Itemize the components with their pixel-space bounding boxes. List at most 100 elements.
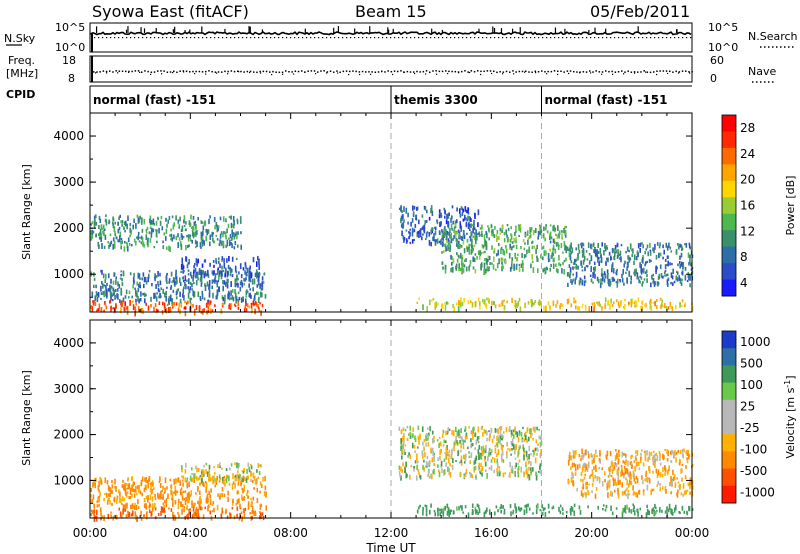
range-cell [402,235,405,240]
range-cell [462,439,465,445]
range-cell [680,304,683,307]
range-cell [226,258,228,262]
range-cell [487,225,489,228]
nsky-line [90,30,692,36]
range-cell [658,451,661,455]
range-cell [460,245,463,248]
range-cell [626,246,629,252]
nsky-frame [89,22,693,53]
range-cell [203,297,206,301]
range-cell [124,301,126,307]
range-cell [659,486,662,491]
range-cell [620,256,622,259]
range-cell [641,449,643,452]
range-cell [442,444,445,447]
range-cell [452,458,454,464]
range-cell [532,454,535,457]
range-cell [480,252,483,255]
range-cell [233,235,236,240]
range-cell [651,274,653,279]
range-cell [482,247,485,250]
range-cell [628,483,630,488]
freq-dot [349,70,351,73]
range-cell [547,301,550,306]
range-cell [502,431,505,434]
range-cell [243,468,245,473]
range-cell [438,471,441,478]
range-cell [193,232,196,237]
freq-dot [374,71,377,74]
range-cell [659,456,661,461]
range-cell [580,260,582,266]
range-cell [593,466,595,470]
range-cell [612,467,615,472]
range-cell [621,278,624,283]
range-cell [474,227,476,231]
range-cell [123,221,126,226]
range-cell [161,490,163,493]
range-cell [583,275,586,280]
range-cell [595,468,597,472]
nsearch-dot [294,37,296,39]
nsearch-dot [170,37,172,39]
range-cell [254,479,257,484]
range-cell [124,489,127,495]
range-cell [579,277,582,284]
range-cell [579,463,581,469]
range-cell [201,221,203,224]
range-cell [593,270,595,275]
range-cell [535,248,537,255]
range-cell [499,227,502,232]
freq-dot [611,70,613,73]
range-cell [178,514,180,519]
range-cell [493,301,495,306]
range-cell [135,241,137,246]
range-cell [644,251,646,255]
range-cell [224,294,226,298]
range-cell [646,478,648,482]
range-cell [210,300,212,304]
range-cell [207,305,210,310]
range-cell [100,297,102,300]
range-cell [540,229,543,234]
range-cell [547,253,550,259]
range-cell [135,289,137,295]
range-cell [665,306,668,310]
range-cell [250,497,252,501]
range-cell [538,226,541,232]
range-cell [92,482,94,488]
range-cell [533,302,536,305]
range-cell [572,473,574,479]
range-cell [426,231,429,234]
range-cell [186,504,188,511]
range-cell [607,273,609,278]
range-cell [151,489,154,492]
range-cell [179,277,181,283]
range-cell [217,464,219,468]
range-cell [484,447,487,454]
range-cell [557,246,560,250]
range-cell [538,299,541,303]
range-cell [501,261,503,265]
range-cell [598,261,600,266]
range-cell [228,294,231,301]
range-cell [422,510,424,516]
range-cell [216,290,219,297]
range-cell [521,260,524,266]
range-cell [667,306,670,310]
range-cell [477,297,480,302]
range-cell [106,492,108,498]
range-cell [499,232,502,235]
range-cell [691,480,694,485]
range-cell [473,257,476,263]
range-cell [607,257,609,263]
range-cell [655,452,658,456]
range-cell [236,513,238,519]
range-cell [498,243,500,247]
range-cell [653,458,655,465]
range-cell [506,300,508,304]
range-cell [469,229,471,231]
nsearch-dot [102,37,104,39]
range-cell [181,475,183,478]
range-cell [510,234,513,240]
